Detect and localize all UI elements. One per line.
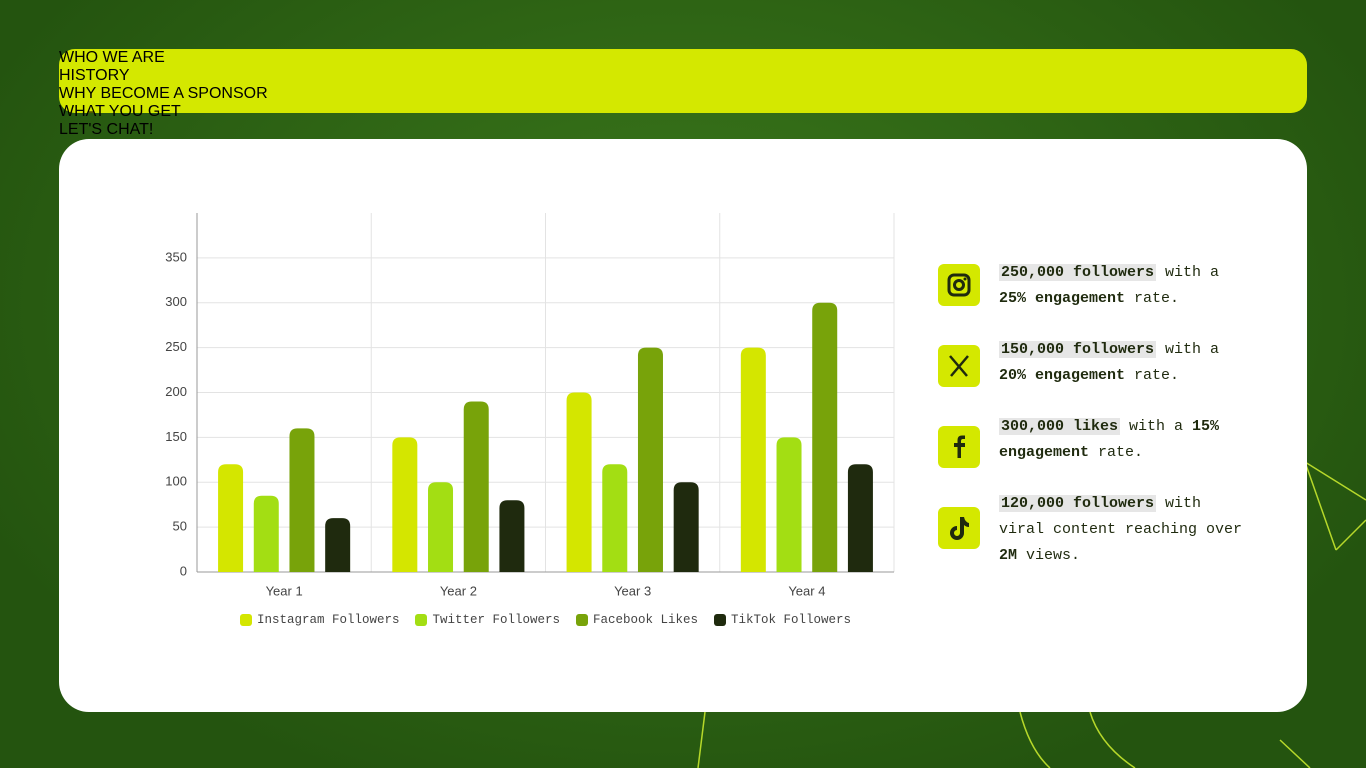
x-tick-label: Year 1 [266, 583, 303, 598]
x-icon [938, 345, 980, 387]
legend-swatch [239, 614, 252, 626]
bar [463, 401, 489, 572]
y-tick-label: 100 [165, 474, 187, 489]
content-card: 0 50 100 150 200 250 300 350 Year 1 Year 2 Year 3 Y… [59, 139, 1307, 712]
stat-highlight: 15% engagement [999, 418, 1220, 461]
stat-body: with viral content reaching over [999, 495, 1243, 538]
y-tick-label: 0 [180, 563, 187, 578]
stat-body: with a [1120, 418, 1193, 435]
legend-label: TikTok Followers [731, 613, 852, 627]
nav-item[interactable]: LET'S CHAT! [59, 121, 154, 138]
legend-item: Facebook Likes [576, 613, 698, 627]
legend-swatch [714, 614, 727, 626]
stat-body: with a [1156, 341, 1220, 358]
bar [218, 464, 244, 572]
legend: Instagram Followers Twitter Followers Face… [197, 613, 894, 627]
legend-label: Instagram Followers [256, 613, 400, 627]
bar [253, 495, 279, 572]
legend-item: TikTok Followers [714, 613, 851, 627]
stat-highlight: 120,000 followers [999, 495, 1157, 512]
stat-highlight: 300,000 likes [999, 418, 1121, 435]
bar [602, 464, 628, 572]
nav-item[interactable]: WHY BECOME A SPONSOR [59, 85, 268, 102]
legend-swatch [415, 614, 428, 626]
bar [428, 482, 454, 572]
x-tick-label: Year 3 [614, 583, 651, 598]
bar [637, 347, 663, 572]
y-tick-label: 50 [173, 519, 187, 534]
stat-highlight: 20% engagement [999, 367, 1126, 384]
x-tick-label: Year 4 [788, 583, 825, 598]
y-tick-label: 350 [165, 249, 187, 264]
stat-body: rate. [1089, 444, 1144, 461]
stat-highlight: 250,000 followers [999, 264, 1157, 281]
legend-label: Facebook Likes [593, 613, 699, 627]
bar [847, 464, 873, 572]
stat-body: with a [1156, 264, 1220, 281]
stat-highlight: 25% engagement [999, 290, 1126, 307]
y-tick-label: 250 [165, 339, 187, 354]
bar-chart: 0 50 100 150 200 250 300 350 Year 1 Year 2 Year 3 Y… [165, 213, 895, 598]
stat-body: rate. [1125, 290, 1180, 307]
nav-item[interactable]: WHAT YOU GET [59, 103, 181, 120]
stat-body: views. [1017, 547, 1081, 564]
stat-text: 150,000 followers with a 20% engagement … [999, 337, 1249, 389]
bar [325, 518, 351, 572]
bar [566, 392, 592, 572]
y-tick-label: 200 [165, 384, 187, 399]
bar [740, 347, 766, 572]
stat-highlight: 150,000 followers [999, 341, 1157, 358]
nav-item[interactable]: HISTORY [59, 67, 130, 84]
tiktok-icon [938, 507, 980, 549]
legend-swatch [576, 614, 588, 626]
stat-text: 120,000 followers with viral content rea… [999, 491, 1249, 569]
stat-highlight: 2M [999, 547, 1018, 564]
y-tick-label: 150 [165, 429, 187, 444]
stat-body: rate. [1125, 367, 1180, 384]
instagram-icon [938, 264, 980, 306]
bar [812, 302, 838, 572]
stat-text: 250,000 followers with a 25% engagement … [999, 260, 1249, 312]
stat-text: 300,000 likes with a 15% engagement rate… [999, 414, 1249, 466]
facebook-icon [938, 426, 980, 468]
bar [289, 428, 315, 572]
legend-item: Twitter Followers [415, 613, 560, 627]
legend-item: Instagram Followers [239, 613, 400, 627]
nav-bar: WHO WE ARE HISTORY WHY BECOME A SPONSOR WHA… [59, 49, 1307, 138]
bar [776, 437, 802, 572]
x-tick-label: Year 2 [440, 583, 477, 598]
bar [673, 482, 699, 572]
bar [392, 437, 418, 572]
bar [499, 500, 525, 572]
nav-item[interactable]: WHO WE ARE [59, 49, 165, 66]
y-tick-label: 300 [165, 294, 187, 309]
legend-label: Twitter Followers [432, 613, 560, 627]
